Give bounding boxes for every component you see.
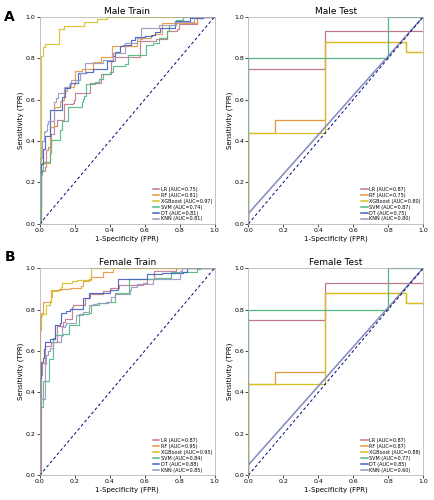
Title: Male Test: Male Test: [314, 7, 356, 16]
Legend: LR (AUC=0.87), RF (AUC=0.87), XGBoost (AUC=0.88), SVM (AUC=0.77), DT (AUC=0.85),: LR (AUC=0.87), RF (AUC=0.87), XGBoost (A…: [359, 436, 422, 475]
Y-axis label: Sensitivity (TPR): Sensitivity (TPR): [226, 92, 232, 149]
Y-axis label: Sensitivity (TPR): Sensitivity (TPR): [18, 343, 24, 400]
Text: A: A: [4, 10, 15, 24]
Title: Male Train: Male Train: [104, 7, 150, 16]
Title: Female Train: Female Train: [99, 258, 155, 268]
X-axis label: 1-Specificity (FPR): 1-Specificity (FPR): [95, 235, 159, 242]
Legend: LR (AUC=0.87), RF (AUC=0.95), XGBoost (AUC=0.95), SVM (AUC=0.84), DT (AUC=0.88),: LR (AUC=0.87), RF (AUC=0.95), XGBoost (A…: [151, 436, 214, 475]
Text: B: B: [4, 250, 15, 264]
X-axis label: 1-Specificity (FPR): 1-Specificity (FPR): [303, 235, 367, 242]
Legend: LR (AUC=0.75), RF (AUC=0.81), XGBoost (AUC=0.97), SVM (AUC=0.74), DT (AUC=0.81),: LR (AUC=0.75), RF (AUC=0.81), XGBoost (A…: [151, 184, 214, 224]
X-axis label: 1-Specificity (FPR): 1-Specificity (FPR): [95, 486, 159, 493]
Y-axis label: Sensitivity (TPR): Sensitivity (TPR): [18, 92, 24, 149]
X-axis label: 1-Specificity (FPR): 1-Specificity (FPR): [303, 486, 367, 493]
Title: Female Test: Female Test: [309, 258, 362, 268]
Legend: LR (AUC=0.87), RF (AUC=0.75), XGBoost (AUC=0.80), SVM (AUC=0.87), DT (AUC=0.75),: LR (AUC=0.87), RF (AUC=0.75), XGBoost (A…: [359, 184, 422, 224]
Y-axis label: Sensitivity (TPR): Sensitivity (TPR): [226, 343, 232, 400]
